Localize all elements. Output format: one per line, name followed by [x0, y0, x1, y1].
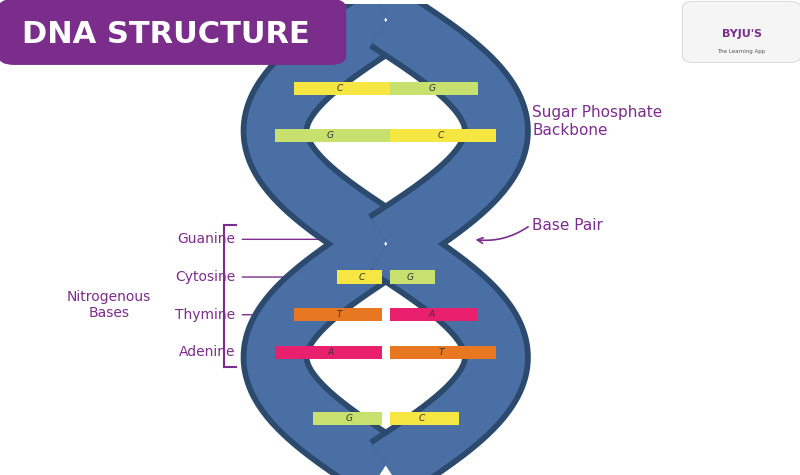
Text: T: T	[337, 310, 342, 319]
Text: A: A	[429, 310, 435, 319]
Text: Nitrogenous
Bases: Nitrogenous Bases	[67, 290, 151, 321]
Text: DNA STRUCTURE: DNA STRUCTURE	[22, 20, 310, 49]
FancyBboxPatch shape	[382, 82, 478, 95]
Text: G: G	[346, 414, 353, 423]
FancyBboxPatch shape	[313, 412, 382, 425]
FancyBboxPatch shape	[682, 1, 800, 63]
FancyBboxPatch shape	[275, 346, 382, 359]
Text: Base Pair: Base Pair	[532, 218, 603, 233]
FancyBboxPatch shape	[337, 270, 382, 284]
FancyBboxPatch shape	[275, 129, 390, 142]
Text: Adenine: Adenine	[179, 345, 235, 360]
Text: Sugar Phosphate
Backbone: Sugar Phosphate Backbone	[532, 105, 662, 138]
Text: BYJU'S: BYJU'S	[722, 29, 762, 39]
FancyBboxPatch shape	[390, 308, 478, 322]
Text: Cytosine: Cytosine	[175, 270, 235, 284]
FancyBboxPatch shape	[390, 346, 496, 359]
Text: G: G	[327, 131, 334, 140]
Text: C: C	[358, 273, 364, 282]
Text: C: C	[438, 131, 444, 140]
Text: T: T	[438, 348, 444, 357]
Text: Guanine: Guanine	[178, 232, 235, 247]
FancyBboxPatch shape	[382, 129, 496, 142]
Text: C: C	[337, 84, 343, 93]
Text: C: C	[419, 414, 426, 423]
Text: G: G	[428, 84, 435, 93]
FancyBboxPatch shape	[390, 270, 434, 284]
Text: A: A	[327, 348, 334, 357]
Text: G: G	[406, 273, 414, 282]
Text: The Learning App: The Learning App	[718, 49, 766, 54]
FancyBboxPatch shape	[294, 308, 382, 322]
Text: Thymine: Thymine	[175, 308, 235, 322]
FancyBboxPatch shape	[0, 0, 346, 65]
FancyBboxPatch shape	[294, 82, 390, 95]
FancyBboxPatch shape	[390, 412, 458, 425]
